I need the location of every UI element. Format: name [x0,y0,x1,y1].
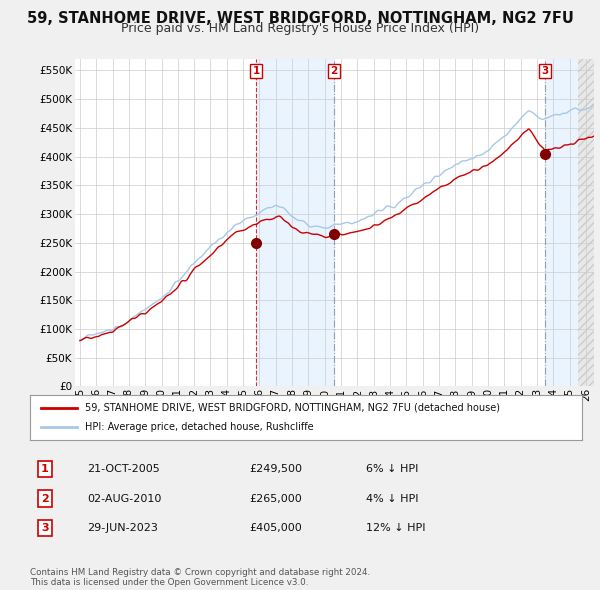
Text: £265,000: £265,000 [249,494,302,503]
Bar [256,59,334,386]
Text: HPI: Average price, detached house, Rushcliffe: HPI: Average price, detached house, Rush… [85,422,314,432]
Text: 6% ↓ HPI: 6% ↓ HPI [366,464,418,474]
Text: 4% ↓ HPI: 4% ↓ HPI [366,494,419,503]
Text: £249,500: £249,500 [249,464,302,474]
Text: 12% ↓ HPI: 12% ↓ HPI [366,523,425,533]
Text: 3: 3 [41,523,49,533]
Bar [578,59,594,386]
Text: Contains HM Land Registry data © Crown copyright and database right 2024.
This d: Contains HM Land Registry data © Crown c… [30,568,370,587]
Text: 59, STANHOME DRIVE, WEST BRIDGFORD, NOTTINGHAM, NG2 7FU: 59, STANHOME DRIVE, WEST BRIDGFORD, NOTT… [26,11,574,25]
Bar [545,59,594,386]
Text: 29-JUN-2023: 29-JUN-2023 [87,523,158,533]
Text: 1: 1 [253,66,260,76]
Text: 02-AUG-2010: 02-AUG-2010 [87,494,161,503]
Text: £405,000: £405,000 [249,523,302,533]
Text: 1: 1 [41,464,49,474]
Bar [578,59,594,386]
Text: Price paid vs. HM Land Registry's House Price Index (HPI): Price paid vs. HM Land Registry's House … [121,22,479,35]
Text: 59, STANHOME DRIVE, WEST BRIDGFORD, NOTTINGHAM, NG2 7FU (detached house): 59, STANHOME DRIVE, WEST BRIDGFORD, NOTT… [85,403,500,412]
Text: 3: 3 [541,66,548,76]
Text: 21-OCT-2005: 21-OCT-2005 [87,464,160,474]
Text: 2: 2 [41,494,49,503]
Text: 2: 2 [331,66,338,76]
